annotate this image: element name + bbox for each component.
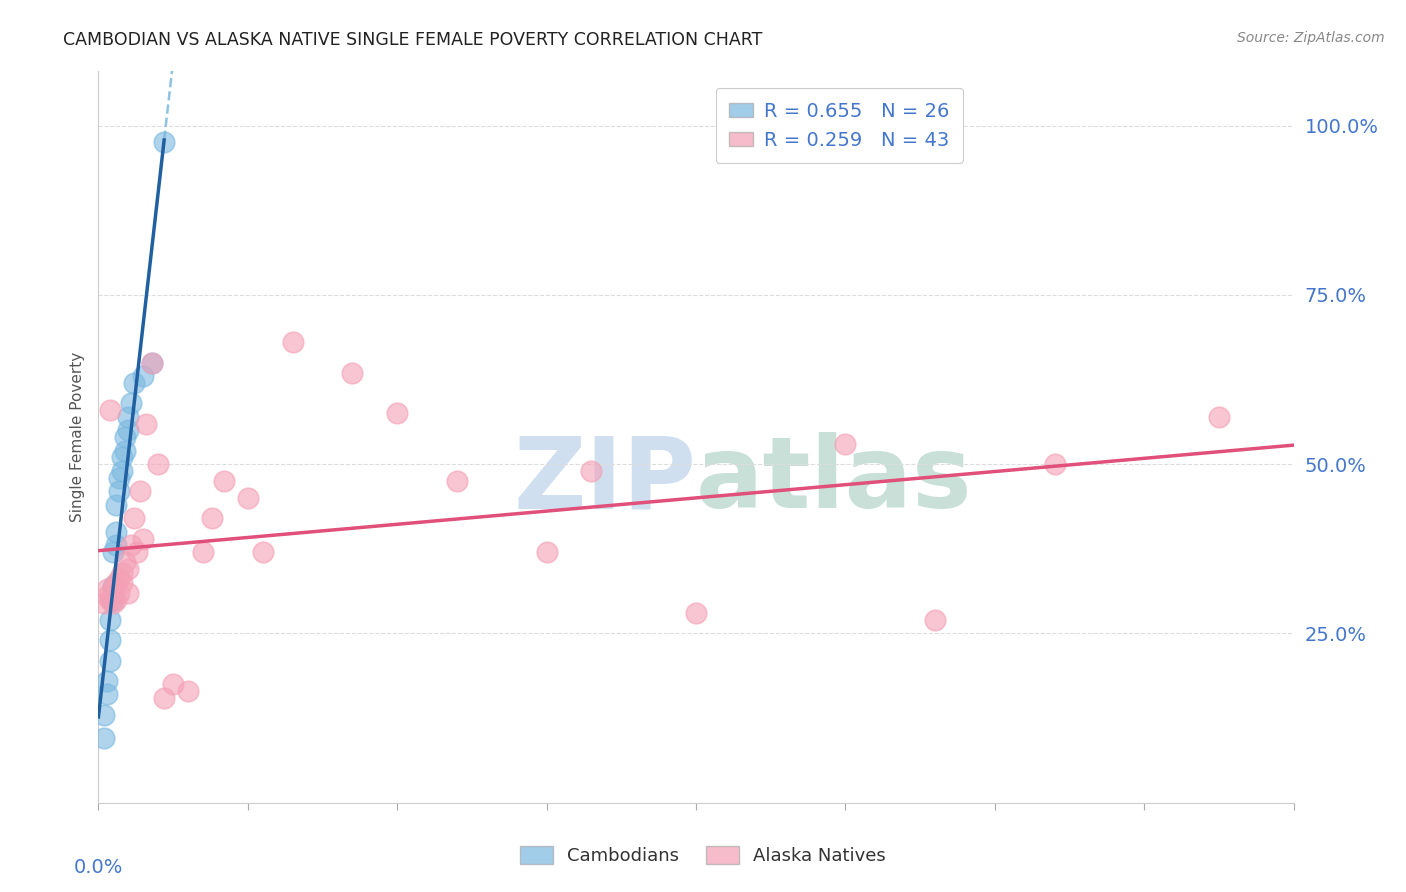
Point xyxy=(114,430,136,444)
Point xyxy=(93,731,115,746)
Point xyxy=(132,369,155,384)
Point xyxy=(103,579,125,593)
Point xyxy=(148,457,170,471)
Point xyxy=(132,532,155,546)
Point xyxy=(96,582,118,597)
Text: 0.0%: 0.0% xyxy=(73,858,124,877)
Point xyxy=(252,545,274,559)
Text: atlas: atlas xyxy=(696,433,973,530)
Point xyxy=(103,596,125,610)
Point xyxy=(124,511,146,525)
Point xyxy=(177,684,200,698)
Point xyxy=(581,464,603,478)
Legend: R = 0.655   N = 26, R = 0.259   N = 43: R = 0.655 N = 26, R = 0.259 N = 43 xyxy=(716,88,963,163)
Point xyxy=(924,613,946,627)
Point xyxy=(98,613,122,627)
Point xyxy=(236,491,259,505)
Point xyxy=(114,555,136,569)
Point xyxy=(117,586,139,600)
Point xyxy=(129,484,152,499)
Point xyxy=(111,566,134,580)
Point xyxy=(117,423,139,437)
Point xyxy=(124,376,146,390)
Point xyxy=(117,562,139,576)
Point xyxy=(103,545,125,559)
Point xyxy=(108,572,131,586)
Point xyxy=(135,417,157,431)
Point xyxy=(685,606,707,620)
Point xyxy=(98,654,122,668)
Point xyxy=(111,464,134,478)
Point xyxy=(111,450,134,465)
Point xyxy=(98,633,122,648)
Point xyxy=(201,511,224,525)
Point xyxy=(93,596,115,610)
Text: CAMBODIAN VS ALASKA NATIVE SINGLE FEMALE POVERTY CORRELATION CHART: CAMBODIAN VS ALASKA NATIVE SINGLE FEMALE… xyxy=(63,31,762,49)
Point xyxy=(105,575,128,590)
Point xyxy=(96,673,118,688)
Point xyxy=(98,403,122,417)
Point xyxy=(93,707,115,722)
Point xyxy=(141,355,163,369)
Point xyxy=(162,677,184,691)
Point xyxy=(108,471,131,485)
Point xyxy=(127,545,149,559)
Point xyxy=(153,690,176,705)
Y-axis label: Single Female Poverty: Single Female Poverty xyxy=(70,352,86,522)
Legend: Cambodians, Alaska Natives: Cambodians, Alaska Natives xyxy=(513,839,893,872)
Point xyxy=(108,586,131,600)
Point xyxy=(446,474,468,488)
Point xyxy=(108,484,131,499)
Point xyxy=(153,136,176,150)
Point xyxy=(114,443,136,458)
Point xyxy=(536,545,558,559)
Text: ZIP: ZIP xyxy=(513,433,696,530)
Point xyxy=(105,538,128,552)
Point xyxy=(96,589,118,603)
Point xyxy=(105,524,128,539)
Point xyxy=(111,575,134,590)
Point xyxy=(141,355,163,369)
Point xyxy=(117,409,139,424)
Point xyxy=(191,545,214,559)
Point xyxy=(105,498,128,512)
Point xyxy=(342,366,364,380)
Point xyxy=(120,396,142,410)
Point xyxy=(98,592,122,607)
Point xyxy=(105,592,128,607)
Point xyxy=(96,688,118,702)
Point xyxy=(103,592,125,607)
Text: Source: ZipAtlas.com: Source: ZipAtlas.com xyxy=(1237,31,1385,45)
Point xyxy=(385,406,409,420)
Point xyxy=(1043,457,1066,471)
Point xyxy=(281,335,304,350)
Point xyxy=(212,474,235,488)
Point xyxy=(120,538,142,552)
Point xyxy=(834,437,856,451)
Point xyxy=(1208,409,1230,424)
Point xyxy=(103,582,125,597)
